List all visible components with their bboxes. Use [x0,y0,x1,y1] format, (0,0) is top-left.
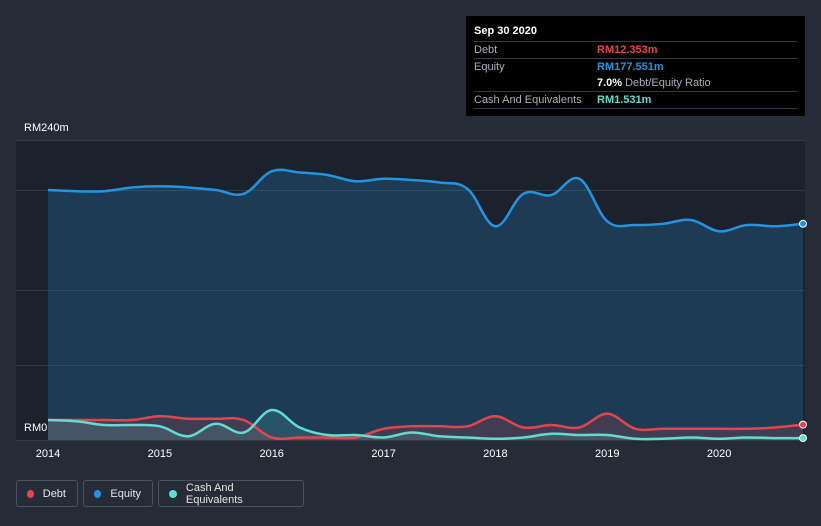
legend-equity-label: Equity [110,487,141,500]
data-tooltip: Sep 30 2020 Debt RM12.353m Equity RM177.… [466,16,805,116]
x-tick-label-2014: 2014 [36,448,60,460]
gridlines [16,140,805,441]
x-tick-label-2016: 2016 [259,448,283,460]
equity-line [47,168,804,233]
y-tick-label-top: RM240m [24,122,69,134]
legend-cash-toggle[interactable]: Cash And Equivalents [158,480,304,507]
tooltip-debt-value: RM12.353m [597,44,658,56]
equity-area [48,169,803,440]
tooltip-cash-label: Cash And Equivalents [474,94,582,106]
x-tick-label-2018: 2018 [483,448,507,460]
tooltip-cash-value: RM1.531m [597,94,652,106]
x-tick-label-2019: 2019 [595,448,619,460]
tooltip-cash-row: Cash And Equivalents RM1.531m [474,91,797,109]
equity-legend-dot-icon [94,489,102,498]
x-tick-label-2015: 2015 [148,448,172,460]
tooltip-ratio-label: Debt/Equity Ratio [625,77,711,89]
tooltip-date: Sep 30 2020 [474,25,537,37]
tooltip-ratio-value: 7.0% [597,77,623,89]
debt-line [47,412,804,441]
y-tick-label-bottom: RM0 [24,422,48,434]
tooltip-ratio-spacer [474,75,597,91]
x-tick-label-2017: 2017 [371,448,395,460]
x-tick-label-2020: 2020 [707,448,731,460]
tooltip-debt-label: Debt [474,44,498,56]
legend-cash-label: Cash And Equivalents [185,481,243,506]
tooltip-ratio-row: 7.0% Debt/Equity Ratio [474,75,797,91]
legend-debt-toggle[interactable]: Debt [16,480,78,507]
cash-point-27 [799,434,807,443]
series-lines [47,168,807,443]
x-axis-ticks: 2014 2015 2016 2017 2018 2019 2020 [36,448,732,460]
legend-debt-label: Debt [42,487,66,500]
tooltip-debt-row: Debt RM12.353m [474,41,797,58]
debt-legend-dot-icon [27,489,34,498]
tooltip-equity-label: Equity [474,61,505,73]
tooltip-equity-value: RM177.551m [597,61,664,73]
cash-line [47,408,804,441]
legend-equity-toggle[interactable]: Equity [83,480,153,507]
equity-point-27 [799,219,807,228]
debt-point-27 [799,420,807,429]
cash-legend-dot-icon [169,489,177,498]
tooltip-equity-row: Equity RM177.551m [474,58,797,75]
